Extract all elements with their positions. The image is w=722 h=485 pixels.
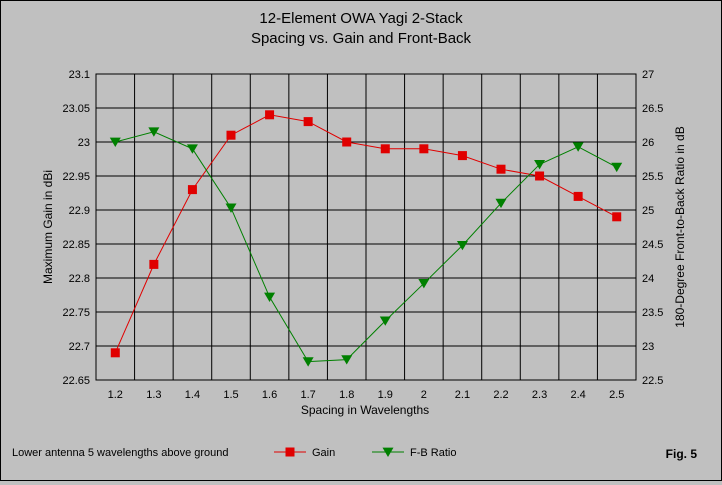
y-right-tick-label: 23.5 [642,307,663,319]
series-group [109,110,623,367]
legend-marker-fb [382,447,394,457]
grid [96,73,636,381]
y-left-tick-label: 22.85 [62,239,90,251]
fb-marker [186,144,198,154]
gain-marker [612,212,622,222]
legend: Gain F-B Ratio [274,447,456,459]
y-left-tick-label: 23 [78,137,90,149]
fb-marker [418,279,430,289]
legend-marker-gain [285,447,295,457]
gain-marker [110,348,120,358]
y-right-tick-label: 23 [642,341,654,353]
legend-label-0: Gain [312,447,335,459]
x-tick-label: 1.2 [108,389,123,401]
gain-marker [342,137,352,147]
annotation-ground: Lower antenna 5 wavelengths above ground [12,447,229,459]
x-axis-label: Spacing in Wavelengths [301,403,429,417]
x-tick-label: 1.7 [300,389,315,401]
y-right-tick-label: 24 [642,273,654,285]
y-left-tick-label: 22.95 [62,171,90,183]
y-left-tick-label: 22.9 [69,205,90,217]
fb-marker [495,198,507,209]
gain-marker [303,117,313,127]
gain-marker [535,171,545,181]
y-right-tick-label: 26 [642,137,654,149]
gain-marker [380,144,390,154]
fb-marker [225,203,237,213]
chart-subtitle: Spacing vs. Gain and Front-Back [251,30,472,47]
gain-marker [457,151,467,161]
y-axis-right-label: 180-Degree Front-to-Back Ratio in dB [673,126,687,327]
figure-label: Fig. 5 [666,447,698,461]
y-left-tick-label: 22.7 [69,341,90,353]
y-axis-left-label: Maximum Gain in dBi [41,170,55,284]
series-line-1 [115,131,617,363]
y-left-tick-label: 23.1 [69,69,90,81]
x-tick-label: 1.8 [339,389,354,401]
legend-label-1: F-B Ratio [410,447,456,459]
fb-marker [148,127,160,137]
axis-ticks: 23.1 27 23.05 26.5 23 26 22.95 25.5 22.9 25 22.85 2… [62,69,663,401]
x-tick-label: 1.4 [185,389,200,401]
gain-marker [265,110,275,120]
fb-marker [341,355,353,365]
y-left-tick-label: 22.65 [62,375,90,387]
gain-marker [496,164,506,174]
y-right-tick-label: 27 [642,69,654,81]
y-left-tick-label: 22.75 [62,307,90,319]
fb-marker [379,316,391,326]
x-tick-label: 1.5 [223,389,238,401]
plot-area [95,73,637,381]
series-line-0 [114,114,617,353]
y-right-tick-label: 24.5 [642,239,663,251]
gain-marker [149,259,159,269]
x-tick-label: 2.2 [493,389,508,401]
x-tick-label: 1.9 [378,389,393,401]
gain-marker [419,144,429,154]
x-tick-label: 1.3 [146,389,161,401]
fb-marker [264,292,276,302]
gain-marker [226,130,236,140]
y-right-tick-label: 26.5 [642,103,663,115]
x-tick-label: 2.4 [570,389,585,401]
fb-marker [456,240,468,251]
fb-marker [302,357,314,367]
x-tick-label: 2.5 [609,389,624,401]
chart-title: 12-Element OWA Yagi 2-Stack [259,10,463,27]
y-left-tick-label: 22.8 [69,273,90,285]
x-tick-label: 2 [421,389,427,401]
y-right-tick-label: 25.5 [642,171,663,183]
fb-marker [109,137,121,147]
fb-marker [534,160,546,170]
fb-marker [611,162,623,173]
y-right-tick-label: 25 [642,205,654,217]
y-right-tick-label: 22.5 [642,375,663,387]
fb-marker [572,142,584,152]
y-left-tick-label: 23.05 [62,103,90,115]
x-tick-label: 2.3 [532,389,547,401]
x-tick-label: 1.6 [262,389,277,401]
gain-marker [187,185,197,195]
x-tick-label: 2.1 [455,389,470,401]
gain-marker [573,191,583,201]
